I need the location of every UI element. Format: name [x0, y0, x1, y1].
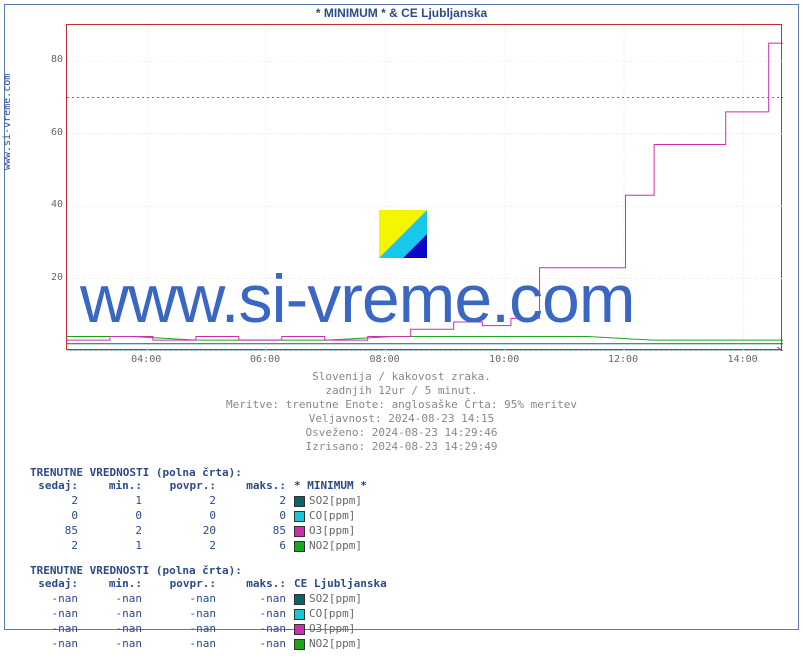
series-swatch — [294, 541, 305, 552]
cell-min: -nan — [78, 607, 142, 620]
col-povpr: povpr.: — [142, 479, 216, 492]
cell-label: O3[ppm] — [286, 524, 446, 537]
cell-label: SO2[ppm] — [286, 494, 446, 507]
x-tick: 06:00 — [250, 354, 280, 365]
cell-maks: 0 — [216, 509, 286, 522]
col-sedaj: sedaj: — [30, 479, 78, 492]
cell-label: NO2[ppm] — [286, 539, 446, 552]
x-tick: 10:00 — [489, 354, 519, 365]
cell-min: 2 — [78, 524, 142, 537]
table-row: 8522085O3[ppm] — [30, 524, 446, 539]
cell-sedaj: 0 — [30, 509, 78, 522]
y-tick: 40 — [33, 199, 63, 210]
cell-maks: -nan — [216, 637, 286, 650]
col-sedaj: sedaj: — [30, 577, 78, 590]
watermark-text: www.si-vreme.com — [80, 260, 635, 338]
cell-min: 0 — [78, 509, 142, 522]
chart-title: * MINIMUM * & CE Ljubljanska — [0, 6, 803, 20]
table-block: TRENUTNE VREDNOSTI (polna črta):sedaj:mi… — [30, 466, 446, 554]
cell-sedaj: 2 — [30, 494, 78, 507]
vertical-label: www.si-vreme.com — [2, 74, 13, 170]
table-row: -nan-nan-nan-nanCO[ppm] — [30, 607, 446, 622]
y-tick: 20 — [33, 272, 63, 283]
col-name: * MINIMUM * — [286, 479, 446, 492]
cell-povpr: -nan — [142, 637, 216, 650]
cell-maks: 85 — [216, 524, 286, 537]
col-name: CE Ljubljanska — [286, 577, 446, 590]
cell-sedaj: -nan — [30, 592, 78, 605]
cell-min: -nan — [78, 637, 142, 650]
col-maks: maks.: — [216, 577, 286, 590]
caption-line: Slovenija / kakovost zraka. — [0, 370, 803, 383]
cell-sedaj: 2 — [30, 539, 78, 552]
table-row: -nan-nan-nan-nanO3[ppm] — [30, 622, 446, 637]
cell-min: -nan — [78, 592, 142, 605]
cell-sedaj: -nan — [30, 622, 78, 635]
series-swatch — [294, 639, 305, 650]
x-tick: 08:00 — [370, 354, 400, 365]
col-povpr: povpr.: — [142, 577, 216, 590]
col-min: min.: — [78, 577, 142, 590]
x-tick: 04:00 — [131, 354, 161, 365]
cell-label: NO2[ppm] — [286, 637, 446, 650]
caption-line: Meritve: trenutne Enote: anglosaške Črta… — [0, 398, 803, 411]
table-column-row: sedaj:min.:povpr.:maks.: * MINIMUM * — [30, 479, 446, 494]
table-row: -nan-nan-nan-nanSO2[ppm] — [30, 592, 446, 607]
table-header: TRENUTNE VREDNOSTI (polna črta): — [30, 466, 446, 479]
caption-line: Veljavnost: 2024-08-23 14:15 — [0, 412, 803, 425]
table-column-row: sedaj:min.:povpr.:maks.: CE Ljubljanska — [30, 577, 446, 592]
cell-label: CO[ppm] — [286, 509, 446, 522]
table-header: TRENUTNE VREDNOSTI (polna črta): — [30, 564, 446, 577]
table-row: 0000CO[ppm] — [30, 509, 446, 524]
cell-label: CO[ppm] — [286, 607, 446, 620]
series-swatch — [294, 624, 305, 635]
x-tick: 14:00 — [728, 354, 758, 365]
col-maks: maks.: — [216, 479, 286, 492]
cell-povpr: 0 — [142, 509, 216, 522]
table-row: -nan-nan-nan-nanNO2[ppm] — [30, 637, 446, 652]
cell-povpr: 2 — [142, 494, 216, 507]
series-swatch — [294, 609, 305, 620]
cell-povpr: -nan — [142, 592, 216, 605]
table-row: 2126NO2[ppm] — [30, 539, 446, 554]
cell-povpr: 2 — [142, 539, 216, 552]
cell-maks: -nan — [216, 622, 286, 635]
cell-maks: 6 — [216, 539, 286, 552]
y-tick: 60 — [33, 127, 63, 138]
cell-label: SO2[ppm] — [286, 592, 446, 605]
y-tick: 80 — [33, 54, 63, 65]
cell-sedaj: -nan — [30, 607, 78, 620]
cell-min: -nan — [78, 622, 142, 635]
cell-sedaj: -nan — [30, 637, 78, 650]
cell-label: O3[ppm] — [286, 622, 446, 635]
cell-maks: -nan — [216, 607, 286, 620]
col-min: min.: — [78, 479, 142, 492]
x-tick: 12:00 — [608, 354, 638, 365]
series-swatch — [294, 511, 305, 522]
table-row: 2122SO2[ppm] — [30, 494, 446, 509]
value-tables: TRENUTNE VREDNOSTI (polna črta):sedaj:mi… — [30, 466, 446, 662]
table-block: TRENUTNE VREDNOSTI (polna črta):sedaj:mi… — [30, 564, 446, 652]
cell-maks: 2 — [216, 494, 286, 507]
caption-line: Izrisano: 2024-08-23 14:29:49 — [0, 440, 803, 453]
watermark-logo — [379, 210, 427, 258]
series-swatch — [294, 526, 305, 537]
caption-line: Osveženo: 2024-08-23 14:29:46 — [0, 426, 803, 439]
caption-line: zadnjih 12ur / 5 minut. — [0, 384, 803, 397]
cell-povpr: -nan — [142, 622, 216, 635]
cell-povpr: -nan — [142, 607, 216, 620]
cell-min: 1 — [78, 494, 142, 507]
cell-sedaj: 85 — [30, 524, 78, 537]
cell-min: 1 — [78, 539, 142, 552]
cell-povpr: 20 — [142, 524, 216, 537]
series-swatch — [294, 594, 305, 605]
series-swatch — [294, 496, 305, 507]
cell-maks: -nan — [216, 592, 286, 605]
